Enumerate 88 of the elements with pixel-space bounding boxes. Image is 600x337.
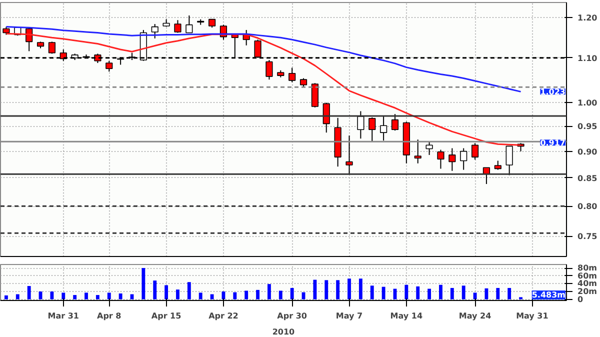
bar [439, 284, 442, 300]
y-tick-label: 40m [578, 279, 597, 288]
x-tick-label: May 24 [458, 312, 492, 320]
candlestick [322, 102, 330, 134]
y-tick-label: 0.75 [578, 232, 598, 242]
bar [428, 288, 432, 300]
bar [324, 280, 328, 300]
bar [38, 292, 42, 300]
bar [256, 290, 260, 300]
bar [73, 295, 77, 300]
bar [462, 286, 466, 300]
annotation: 5.483m [532, 290, 566, 300]
y-tick-label: 60m [578, 271, 597, 280]
x-tick-label: May 14 [390, 312, 423, 320]
y-tick-label: 0.90 [578, 147, 598, 156]
bar [62, 292, 66, 300]
bar [164, 285, 168, 300]
x-tick-label: Mar 31 [48, 312, 80, 320]
bar [450, 288, 454, 300]
bar [484, 288, 488, 300]
candlestick [506, 146, 513, 176]
y-tick-label: 1.00 [578, 98, 598, 108]
candlestick [391, 114, 399, 132]
candlestick [48, 41, 56, 54]
candlestick [174, 20, 182, 34]
bar [153, 280, 157, 300]
bar [290, 288, 294, 300]
candlestick [368, 116, 376, 142]
bar [404, 284, 408, 300]
bar [130, 294, 134, 300]
y-tick-label: 0.80 [578, 202, 598, 212]
x-tick-label: May 31 [516, 312, 549, 320]
candlestick [437, 149, 444, 170]
y-tick-label: 0.85 [578, 174, 598, 183]
candlestick [380, 115, 388, 142]
candlestick [151, 24, 158, 39]
annotation: 1.023 [540, 88, 566, 97]
bar [382, 286, 386, 300]
x-tick-label: Apr 8 [97, 312, 122, 320]
bar [508, 288, 512, 300]
bar [313, 280, 317, 300]
bar [267, 284, 271, 300]
bar [27, 286, 31, 300]
candlestick [414, 139, 422, 164]
candlestick [448, 148, 456, 172]
candlestick [494, 160, 502, 170]
bar [416, 286, 420, 300]
bar [96, 295, 100, 300]
candlestick [346, 135, 353, 174]
bar [176, 290, 180, 300]
bar [233, 292, 237, 300]
y-tick-label: 1.10 [578, 54, 598, 63]
candlestick [311, 82, 318, 108]
x-tick-label: Apr 22 [208, 312, 238, 320]
bar [187, 282, 191, 300]
candlestick [471, 142, 479, 160]
bar [370, 286, 374, 300]
bar [118, 293, 122, 300]
candlestick [106, 60, 113, 72]
annotation: 0.917 [540, 138, 566, 148]
bar [210, 294, 214, 300]
bar [142, 268, 146, 300]
y-tick-label: 0.95 [578, 122, 598, 132]
y-tick-label: 1.20 [578, 13, 598, 22]
y-tick-label: 0 [578, 294, 584, 304]
bar [4, 295, 8, 300]
x-tick-label: May 7 [336, 312, 363, 320]
bar [107, 292, 111, 300]
bar [348, 278, 351, 300]
bar [50, 292, 54, 300]
candlestick [288, 67, 296, 83]
bar [336, 280, 340, 300]
candlestick [186, 14, 193, 34]
bar [278, 290, 282, 300]
candlestick [357, 110, 364, 140]
bar [358, 278, 362, 300]
x-tick-label: Apr 15 [151, 312, 182, 320]
candlestick [426, 141, 433, 156]
candlestick [460, 148, 468, 170]
y-tick-label: 20m [578, 287, 597, 296]
y-tick-label: 80m [578, 264, 597, 273]
bar [198, 292, 202, 300]
bar [496, 288, 500, 300]
bar [84, 292, 88, 300]
x-axis-title: 2010 [272, 328, 296, 336]
bar [244, 290, 248, 300]
x-tick-label: Apr 30 [277, 312, 308, 320]
bar [16, 294, 20, 300]
